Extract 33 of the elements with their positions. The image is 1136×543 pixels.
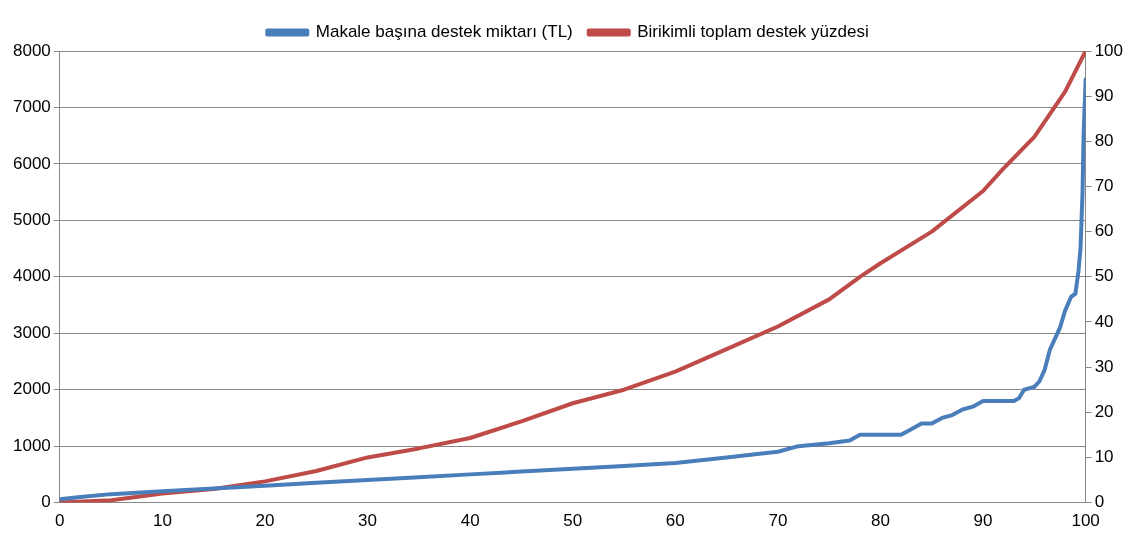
y-tick-label: 6000 bbox=[12, 153, 51, 173]
y-tick-label: 8000 bbox=[12, 40, 51, 60]
y2-tick-label: 60 bbox=[1094, 221, 1114, 241]
x-tick-label: 100 bbox=[1071, 511, 1100, 531]
y2-tick-label: 30 bbox=[1094, 356, 1114, 376]
legend-label: Makale başına destek miktarı (TL) bbox=[315, 22, 573, 42]
y2-tick-label: 50 bbox=[1094, 266, 1114, 286]
y2-tick-label: 10 bbox=[1094, 447, 1114, 467]
x-tick-label: 70 bbox=[768, 511, 788, 531]
y-tick-label: 2000 bbox=[12, 379, 51, 399]
y2-tick-label: 0 bbox=[1094, 492, 1105, 512]
x-tick-label: 40 bbox=[460, 511, 480, 531]
x-tick-label: 10 bbox=[152, 511, 172, 531]
x-tick-label: 50 bbox=[563, 511, 583, 531]
y-tick-label: 4000 bbox=[12, 266, 51, 286]
y2-tick-label: 20 bbox=[1094, 401, 1114, 421]
y-tick-label: 0 bbox=[41, 492, 51, 512]
y2-tick-label: 100 bbox=[1094, 40, 1124, 60]
x-tick-label: 0 bbox=[55, 511, 65, 531]
x-tick-label: 20 bbox=[255, 511, 275, 531]
x-tick-label: 80 bbox=[871, 511, 890, 531]
x-tick-label: 90 bbox=[973, 511, 993, 531]
y2-tick-label: 70 bbox=[1094, 176, 1114, 196]
x-tick-label: 60 bbox=[665, 511, 685, 531]
y-tick-label: 5000 bbox=[12, 210, 51, 230]
y2-tick-label: 40 bbox=[1094, 311, 1114, 331]
legend-label: Birikimli toplam destek yüzdesi bbox=[637, 22, 869, 42]
y-tick-label: 1000 bbox=[12, 435, 51, 455]
y2-tick-label: 90 bbox=[1094, 85, 1114, 105]
y2-tick-label: 80 bbox=[1094, 131, 1114, 151]
y-tick-label: 7000 bbox=[12, 97, 51, 117]
x-tick-label: 30 bbox=[358, 511, 378, 531]
y-tick-label: 3000 bbox=[12, 322, 51, 342]
